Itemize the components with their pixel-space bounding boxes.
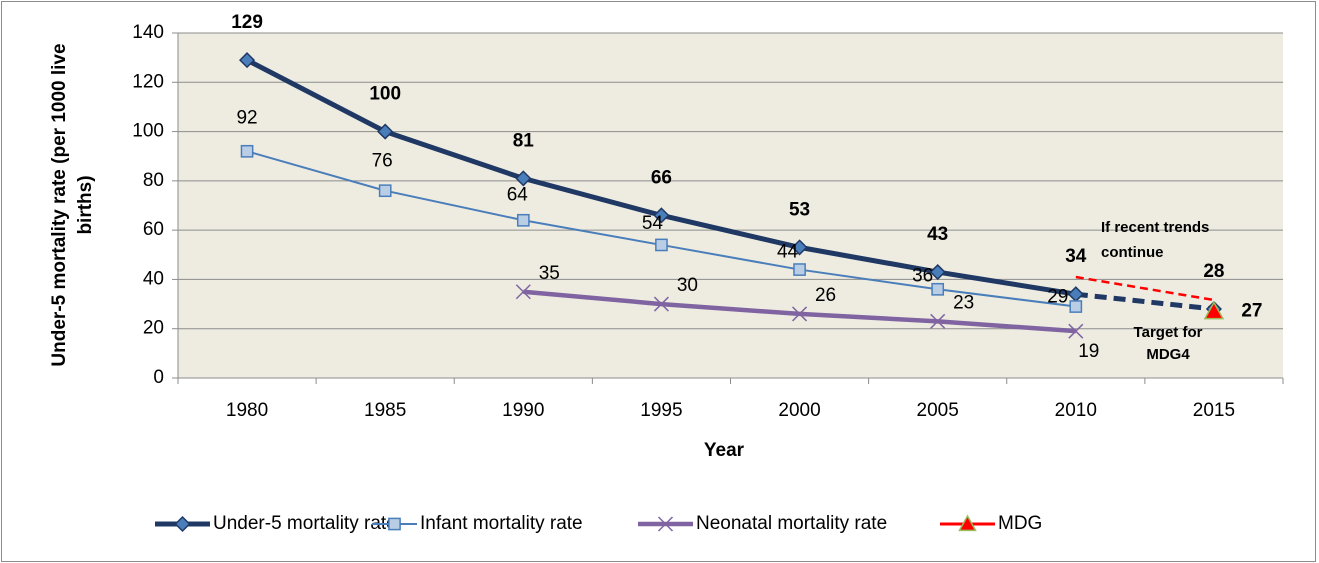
y-tick-label: 40 <box>143 268 164 289</box>
data-label: 36 <box>912 265 933 286</box>
y-tick-label: 20 <box>143 318 164 339</box>
annotation: If recent trends <box>1101 219 1209 236</box>
legend-label: MDG <box>998 513 1042 534</box>
plot-area <box>178 33 1283 378</box>
annotation: MDG4 <box>1146 346 1190 363</box>
marker <box>792 306 808 322</box>
marker <box>377 123 394 140</box>
data-label: 34 <box>1065 246 1087 267</box>
y-axis-title-line: Under-5 mortality rate (per 1000 live <box>49 43 70 366</box>
legend-label: Infant mortality rate <box>420 513 583 534</box>
marker <box>174 515 191 533</box>
marker <box>931 282 945 296</box>
data-label: 54 <box>642 213 664 234</box>
marker <box>930 313 946 329</box>
marker <box>378 184 392 198</box>
x-tick-label: 2010 <box>1055 400 1097 421</box>
marker <box>1203 300 1225 320</box>
data-label: 44 <box>777 242 799 263</box>
y-axis-title: Under-5 mortality rate (per 1000 live bi… <box>49 43 96 366</box>
marker <box>516 213 530 227</box>
marker <box>657 516 674 532</box>
data-label: 100 <box>369 84 401 105</box>
marker <box>239 52 256 69</box>
marker <box>655 238 668 252</box>
x-tick-label: 2015 <box>1193 400 1235 421</box>
marker <box>1068 323 1084 339</box>
data-label: 19 <box>1078 341 1099 362</box>
trend-pointer <box>1075 275 1215 302</box>
x-axis-title: Year <box>704 440 745 461</box>
data-label: 129 <box>231 12 263 33</box>
data-label: 43 <box>927 224 948 245</box>
marker <box>958 514 977 532</box>
data-label: 26 <box>815 285 836 306</box>
annotation: Target for <box>1134 324 1203 341</box>
marker <box>653 296 669 312</box>
marker <box>388 517 401 531</box>
data-label: 92 <box>236 107 257 128</box>
data-label: 28 <box>1203 261 1224 282</box>
data-label: 81 <box>513 130 535 151</box>
x-tick-label: 2000 <box>778 400 820 421</box>
x-tick-label: 2005 <box>917 400 959 421</box>
y-tick-label: 0 <box>153 367 164 388</box>
data-label: 23 <box>953 292 974 313</box>
marker <box>515 284 531 300</box>
y-axis-title-line: births) <box>75 175 96 234</box>
marker <box>791 239 808 256</box>
marker <box>929 263 946 281</box>
y-tick-label: 60 <box>143 219 164 240</box>
y-tick-label: 100 <box>132 121 164 142</box>
x-tick-label: 1985 <box>364 400 406 421</box>
y-tick-label: 80 <box>143 170 164 191</box>
x-tick-label: 1995 <box>640 400 682 421</box>
marker <box>653 207 670 224</box>
marker <box>793 263 806 276</box>
data-label: 30 <box>677 275 698 296</box>
marker <box>515 170 532 187</box>
data-label: 64 <box>507 184 529 205</box>
data-label: 76 <box>372 151 393 172</box>
marker <box>1069 300 1083 313</box>
legend-label: Under-5 mortality rate <box>213 513 397 534</box>
x-tick-label: 1980 <box>226 400 268 421</box>
series-line <box>1075 291 1215 312</box>
data-label: 27 <box>1241 300 1262 321</box>
data-label: 53 <box>789 199 810 220</box>
annotation: continue <box>1101 244 1164 261</box>
data-label: 35 <box>539 263 560 284</box>
marker <box>240 144 254 158</box>
y-tick-label: 120 <box>132 71 164 92</box>
x-tick-label: 1990 <box>502 400 544 421</box>
y-tick-label: 140 <box>132 22 164 43</box>
legend-label: Neonatal mortality rate <box>696 513 887 534</box>
data-label: 29 <box>1047 287 1068 308</box>
data-label: 66 <box>651 167 672 188</box>
